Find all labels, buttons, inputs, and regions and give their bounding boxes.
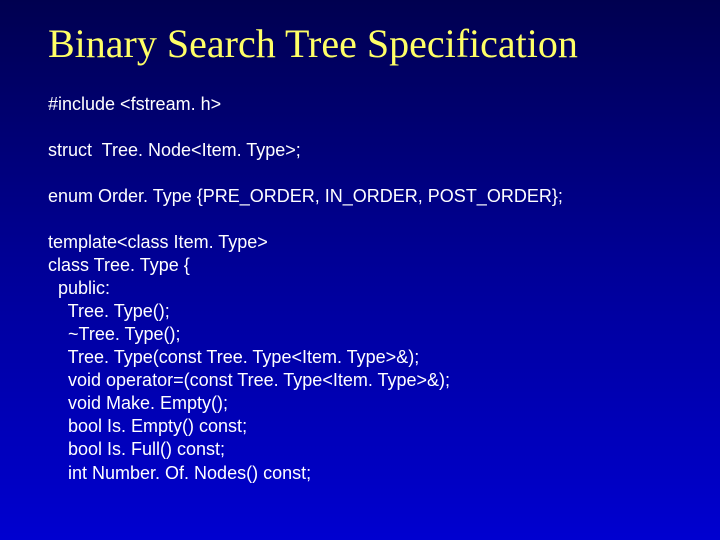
code-body: #include <fstream. h> struct Tree. Node<… <box>48 93 672 485</box>
slide-title: Binary Search Tree Specification <box>48 20 672 67</box>
